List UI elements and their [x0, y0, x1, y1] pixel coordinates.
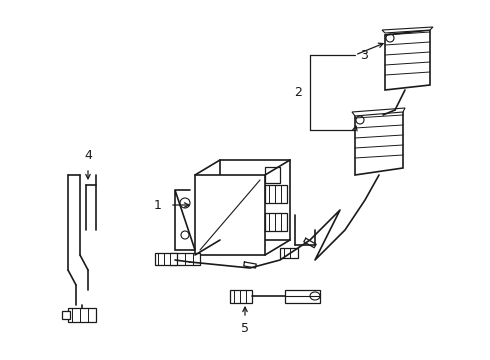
Text: 2: 2 [294, 86, 302, 99]
Bar [265, 213, 287, 231]
Bar [62, 311, 70, 319]
Polygon shape [385, 30, 430, 90]
Bar [280, 248, 298, 258]
Bar [230, 290, 252, 303]
Bar [68, 308, 96, 322]
Bar [285, 290, 320, 303]
Text: 4: 4 [84, 149, 92, 162]
Text: 1: 1 [154, 198, 162, 212]
Text: 5: 5 [241, 322, 249, 335]
Bar [155, 253, 177, 265]
Text: 3: 3 [360, 49, 368, 62]
Polygon shape [382, 27, 433, 33]
Bar [170, 253, 200, 265]
Polygon shape [355, 110, 403, 175]
Polygon shape [175, 190, 195, 250]
Bar [265, 185, 287, 203]
Bar [265, 167, 280, 183]
Polygon shape [195, 175, 265, 255]
Polygon shape [352, 108, 405, 116]
